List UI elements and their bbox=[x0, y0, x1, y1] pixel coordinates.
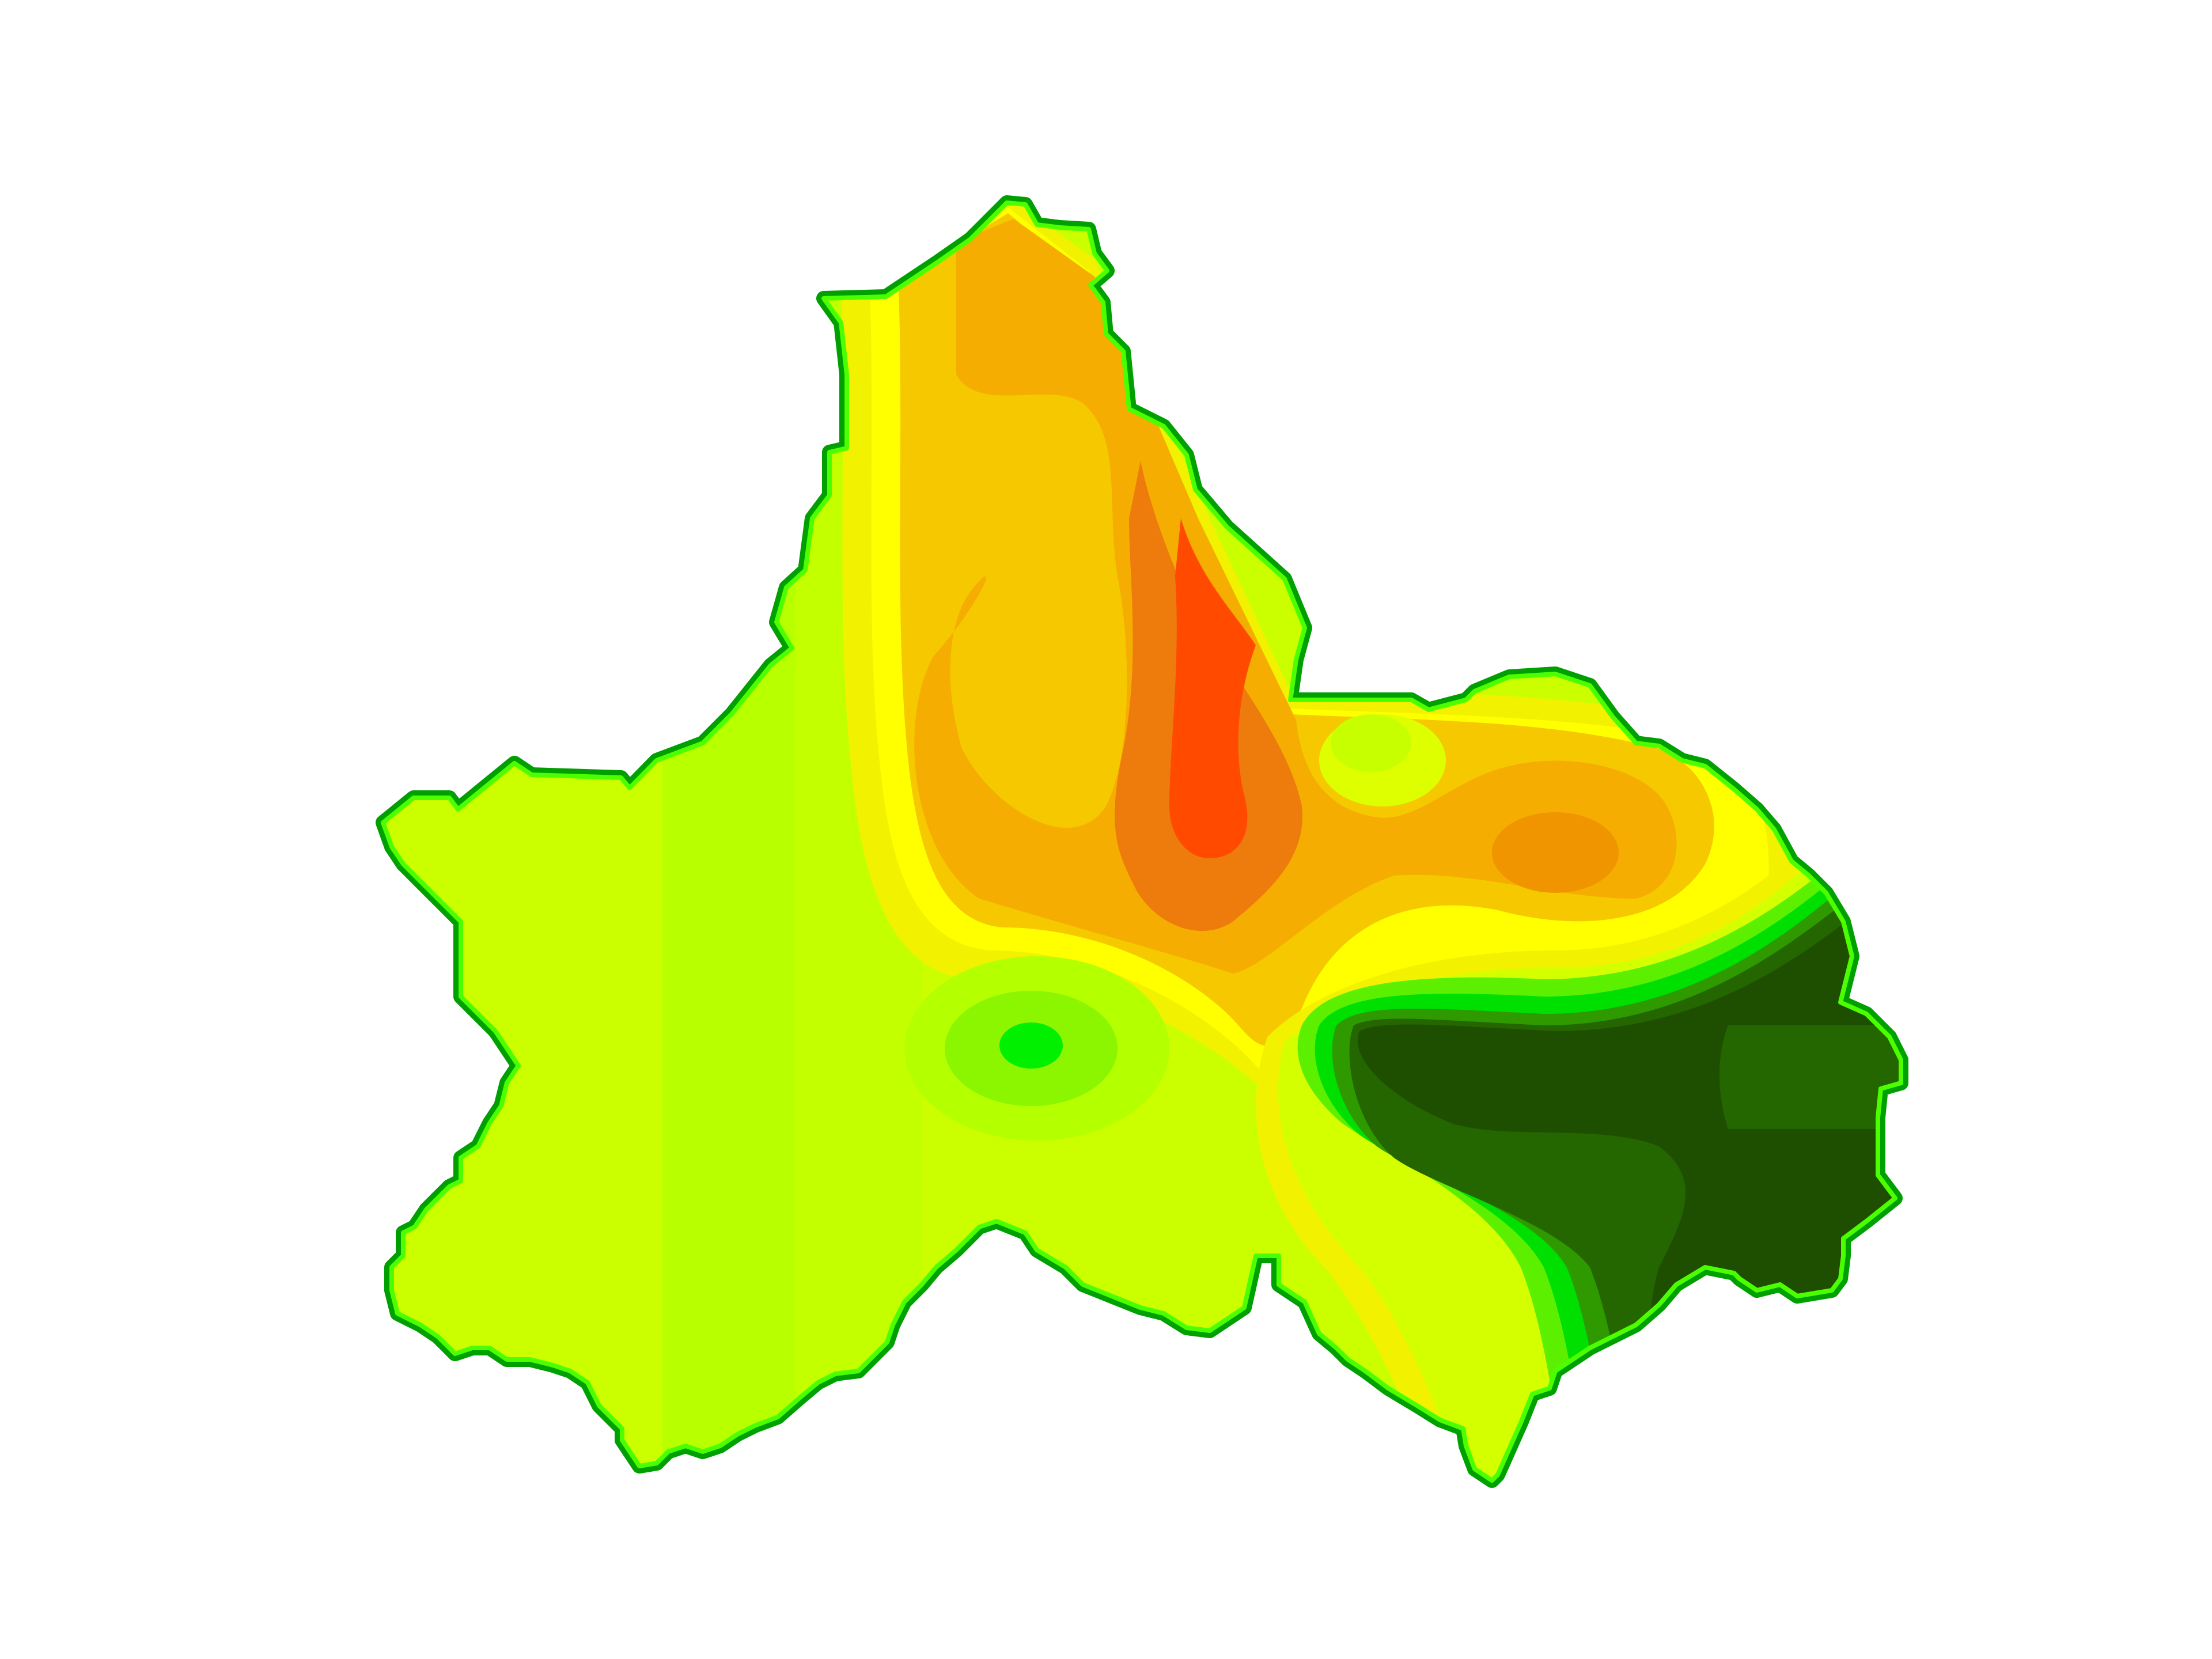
band-mid-green-east bbox=[1719, 1025, 1901, 1129]
contour-bands bbox=[383, 203, 1901, 1480]
band-red-core bbox=[1169, 518, 1256, 858]
band-orange-east-spot bbox=[1492, 812, 1619, 893]
band-west-strip bbox=[662, 203, 795, 1480]
band-lime-east-core bbox=[1331, 714, 1411, 772]
band-orange-north bbox=[914, 219, 1677, 974]
band-bright-green-core bbox=[999, 1022, 1063, 1069]
